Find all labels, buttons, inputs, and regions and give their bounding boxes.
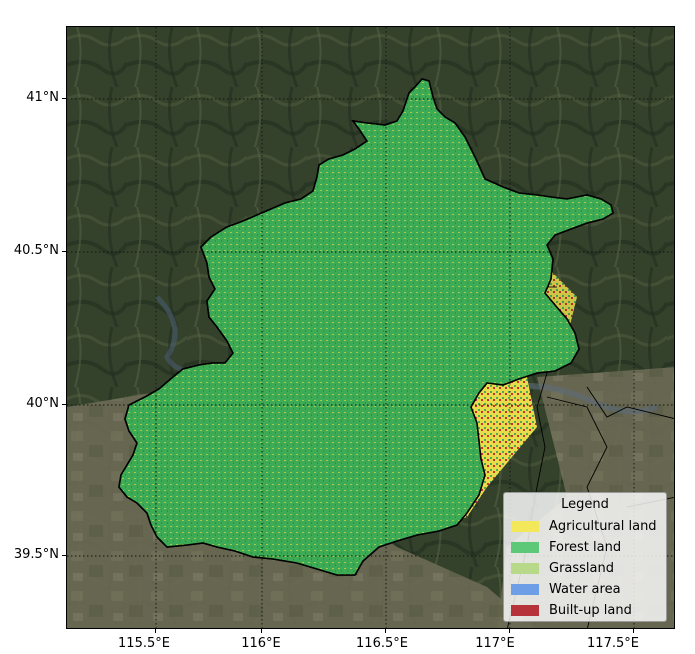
map-legend: Legend Agricultural land Forest land Gra… bbox=[503, 492, 667, 622]
x-tick-mark bbox=[509, 629, 510, 633]
x-tick-mark bbox=[155, 629, 156, 633]
legend-item-water-area: Water area bbox=[511, 580, 621, 598]
legend-item-built-up-land: Built-up land bbox=[511, 601, 632, 619]
legend-swatch bbox=[511, 604, 539, 616]
x-tick-label: 115.5°E bbox=[118, 636, 170, 651]
graticule bbox=[67, 27, 674, 628]
y-tick-mark bbox=[62, 404, 66, 405]
x-tick-label: 116°E bbox=[241, 636, 281, 651]
map-panel[interactable] bbox=[66, 26, 675, 629]
legend-swatch bbox=[511, 583, 539, 595]
x-tick-mark bbox=[261, 629, 262, 633]
legend-label: Forest land bbox=[549, 539, 622, 555]
legend-swatch bbox=[511, 562, 539, 574]
y-tick-label: 40°N bbox=[26, 396, 59, 411]
x-tick-mark bbox=[385, 629, 386, 633]
legend-item-grassland: Grassland bbox=[511, 559, 614, 577]
legend-item-agricultural-land: Agricultural land bbox=[511, 517, 657, 535]
legend-title: Legend bbox=[561, 497, 609, 512]
legend-label: Grassland bbox=[549, 560, 614, 576]
x-tick-label: 117°E bbox=[475, 636, 515, 651]
legend-swatch bbox=[511, 541, 539, 553]
x-tick-label: 117.5°E bbox=[587, 636, 639, 651]
y-tick-mark bbox=[62, 251, 66, 252]
x-tick-mark bbox=[633, 629, 634, 633]
y-tick-label: 41°N bbox=[26, 90, 59, 105]
y-tick-mark bbox=[62, 555, 66, 556]
legend-label: Agricultural land bbox=[549, 518, 657, 534]
legend-label: Water area bbox=[549, 581, 621, 597]
y-tick-label: 40.5°N bbox=[13, 243, 59, 258]
y-tick-label: 39.5°N bbox=[13, 547, 59, 562]
legend-label: Built-up land bbox=[549, 602, 632, 618]
y-tick-mark bbox=[62, 98, 66, 99]
x-tick-label: 116.5°E bbox=[356, 636, 408, 651]
beijing-land-use-region bbox=[118, 78, 614, 576]
legend-item-forest-land: Forest land bbox=[511, 538, 621, 556]
map-canvas bbox=[67, 27, 674, 628]
legend-swatch bbox=[511, 520, 539, 532]
